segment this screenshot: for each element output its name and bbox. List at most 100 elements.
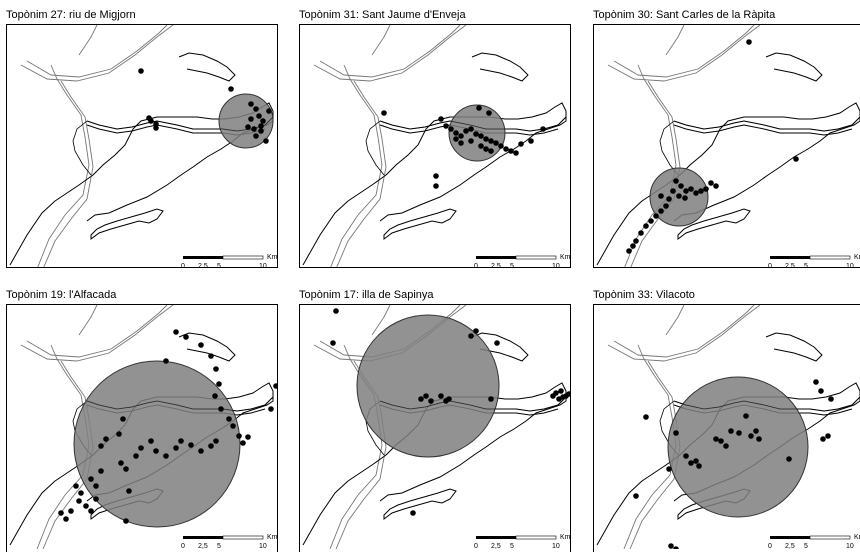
coastline (302, 102, 567, 266)
map-panel-30: Topònim 30: Sant Carles de la Ràpita Km 0… (593, 8, 860, 268)
toponym-point (58, 510, 64, 516)
scale-bar-black (183, 536, 223, 539)
south-bay (383, 208, 457, 240)
toponym-point (813, 379, 819, 385)
toponym-point (173, 329, 179, 335)
road-line (20, 305, 174, 362)
scale-unit: Km (267, 534, 278, 541)
toponym-point (116, 431, 122, 437)
toponym-point (268, 406, 274, 412)
toponym-point (566, 391, 570, 397)
toponym-point (78, 490, 84, 496)
map-svg: Km 0 2,5 5 10 (9, 25, 277, 268)
road-line (78, 25, 98, 56)
toponym-point (236, 433, 242, 439)
scale-bar-white (222, 535, 264, 540)
scale-bar-white (222, 255, 264, 260)
scale-tick-label: 0 (768, 263, 772, 268)
toponym-point (540, 126, 546, 132)
scale-bar-white (515, 535, 557, 540)
toponym-point (818, 388, 824, 394)
scale-tick-label: 2,5 (198, 543, 208, 549)
road-line (665, 305, 685, 336)
toponym-point (381, 110, 387, 116)
toponym-point (696, 463, 702, 469)
inner-boundary (365, 120, 385, 176)
toponym-point (153, 121, 159, 127)
toponym-point (410, 510, 416, 516)
inner-boundary (72, 120, 92, 176)
toponym-point (103, 436, 109, 442)
toponym-point (428, 398, 434, 404)
toponym-point (163, 453, 169, 459)
toponym-point (658, 193, 664, 199)
toponym-point (638, 230, 644, 236)
toponym-point (123, 466, 129, 472)
toponym-point (258, 128, 264, 134)
road-line (319, 25, 461, 78)
map-panel-33: Topònim 33: Vilacoto Km 0 2,5 5 10 (593, 288, 860, 552)
toponym-point (330, 340, 336, 346)
road-line (371, 305, 391, 336)
road-line (371, 25, 391, 56)
toponym-point (153, 448, 159, 454)
scale-tick-label: 2,5 (198, 263, 208, 268)
river-bank-overlay (379, 396, 567, 412)
toponym-point (528, 138, 534, 144)
map-frame: Km 0 2,5 5 10 (593, 304, 860, 552)
scale-tick-label: 2,5 (785, 263, 795, 268)
toponym-point (693, 190, 699, 196)
toponym-point (633, 493, 639, 499)
road-line (613, 305, 755, 358)
toponym-point (653, 213, 659, 219)
scale-tick-label: 5 (217, 543, 221, 549)
toponym-point (513, 150, 519, 156)
map-panel-17: Topònim 17: illa de Sapinya Km 0 2,5 5 10 (299, 288, 571, 552)
scale-tick-label: 0 (181, 543, 185, 549)
toponym-point (213, 366, 219, 372)
toponym-point (253, 133, 259, 139)
toponym-point (486, 110, 492, 116)
toponym-point (643, 414, 649, 420)
toponym-point (478, 143, 484, 149)
toponym-point (438, 116, 444, 122)
map-frame: Km 0 2,5 5 10 (6, 24, 278, 268)
map-panel-19: Topònim 19: l'Alfacada Km 0 2,5 5 10 (6, 288, 278, 552)
road-line (330, 64, 383, 267)
toponym-point (626, 248, 632, 254)
road-line (665, 25, 685, 56)
scale-bar-black (476, 256, 516, 259)
road-line (607, 305, 761, 362)
toponym-point (666, 466, 672, 472)
scale-tick-label: 0 (474, 543, 478, 549)
toponym-point (263, 138, 269, 144)
toponym-point (178, 438, 184, 444)
toponym-point (736, 430, 742, 436)
toponym-point (748, 433, 754, 439)
toponym-point (558, 388, 564, 394)
toponym-point (226, 416, 232, 422)
panel-title: Topònim 17: illa de Sapinya (299, 289, 434, 301)
toponym-point (266, 108, 272, 114)
toponym-point (198, 342, 204, 348)
south-bay (383, 488, 457, 520)
toponym-point (248, 116, 254, 122)
toponym-point (473, 328, 479, 334)
road-line (630, 80, 681, 267)
buffer-circle (356, 314, 500, 458)
toponym-point (682, 195, 688, 201)
road-line (26, 25, 168, 78)
toponym-point (133, 453, 139, 459)
toponym-point (678, 183, 684, 189)
panel-title: Topònim 27: riu de Migjorn (6, 9, 136, 21)
scale-bar-white (809, 255, 851, 260)
south-bay (677, 208, 751, 240)
toponym-point (688, 460, 694, 466)
toponym-point (458, 140, 464, 146)
toponym-point (260, 118, 266, 124)
toponym-point (198, 448, 204, 454)
toponym-point (663, 203, 669, 209)
toponym-point (98, 468, 104, 474)
road-line (20, 25, 174, 82)
toponym-point (753, 428, 759, 434)
